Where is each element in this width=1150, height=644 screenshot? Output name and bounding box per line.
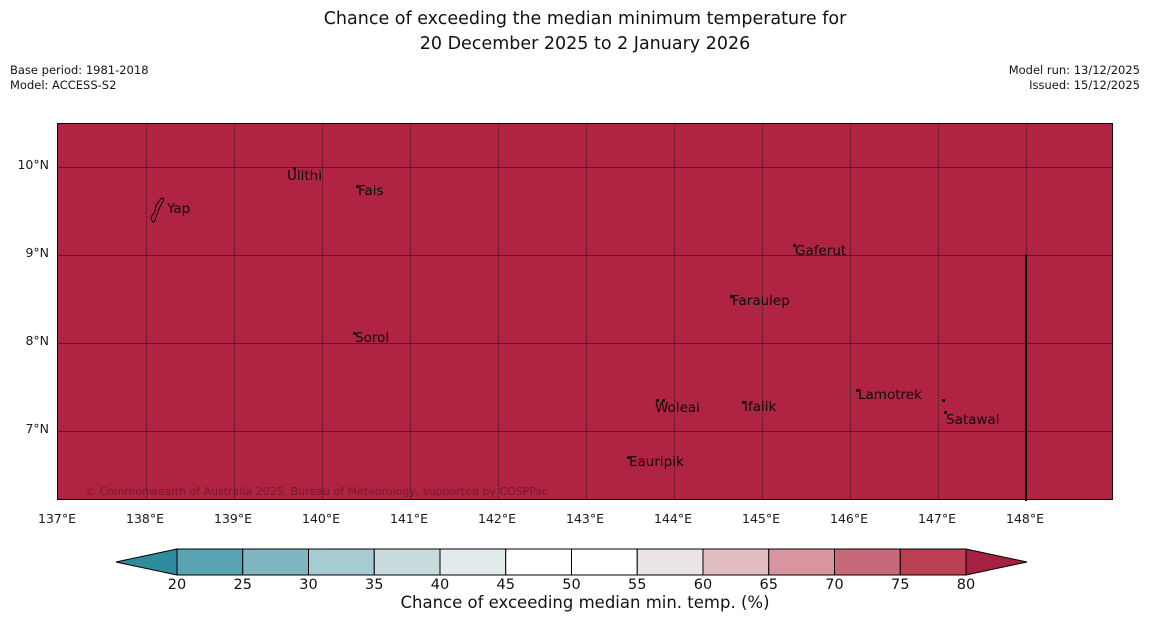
colorbar-tick-label: 60 (693, 577, 713, 593)
island-marker (662, 399, 665, 402)
longitude-gridline (410, 124, 411, 499)
longitude-gridline (322, 124, 323, 499)
title-line1: Chance of exceeding the median minimum t… (323, 9, 847, 29)
colorbar-tick-label: 25 (233, 577, 252, 593)
colorbar-tick-label: 65 (759, 577, 778, 593)
model-metadata-right: Model run: 13/12/2025 Issued: 15/12/2025 (1009, 63, 1140, 93)
place-label: Fais (358, 183, 384, 199)
colorbar-arrow-low (115, 548, 178, 576)
colorbar-title: Chance of exceeding median min. temp. (%… (400, 593, 770, 612)
colorbar-segment (308, 548, 375, 576)
colorbar-segment (899, 548, 967, 576)
colorbar-segment (439, 548, 507, 576)
colorbar-tick-label: 50 (562, 577, 581, 593)
island-marker (856, 389, 859, 392)
longitude-tick-label: 142°E (477, 511, 517, 526)
place-label: Gaferut (795, 243, 847, 259)
longitude-gridline (762, 124, 763, 499)
colorbar-segment (768, 548, 835, 576)
issued-text: Issued: 15/12/2025 (1029, 78, 1140, 92)
colorbar-arrow-high (965, 548, 1028, 576)
colorbar-segment (571, 548, 638, 576)
colorbar-segment (373, 548, 441, 576)
longitude-tick-label: 145°E (741, 511, 781, 526)
place-label: Sorol (355, 330, 390, 346)
place-label: Yap (167, 201, 191, 217)
model-run-text: Model run: 13/12/2025 (1008, 63, 1140, 77)
island-marker (942, 399, 945, 402)
colorbar-tick-label: 20 (167, 577, 187, 593)
colorbar-segment (505, 548, 572, 576)
colorbar-tick-label: 55 (628, 577, 647, 593)
colorbar-tick-label: 35 (365, 577, 384, 593)
place-label: Ifalik (744, 399, 777, 415)
longitude-gridline (586, 124, 587, 499)
island-marker (656, 399, 659, 402)
colorbar-tick-label: 70 (825, 577, 844, 593)
longitude-gridline (498, 124, 499, 499)
island-marker (353, 332, 356, 335)
longitude-tick-label: 141°E (389, 511, 429, 526)
longitude-tick-label: 147°E (917, 511, 957, 526)
latitude-gridline (58, 343, 1112, 344)
longitude-gridline (234, 124, 235, 499)
place-label: Satawal (946, 412, 1000, 428)
longitude-tick-label: 138°E (125, 511, 165, 526)
place-label: Ulithi (287, 168, 322, 184)
longitude-gridline (938, 124, 939, 499)
colorbar-tick-label: 30 (299, 577, 318, 593)
latitude-gridline (58, 255, 1112, 256)
model-text: Model: ACCESS-S2 (10, 78, 117, 92)
latitude-tick-label: 9°N (25, 245, 49, 260)
longitude-gridline (146, 124, 147, 499)
place-label: Lamotrek (858, 387, 922, 403)
island-marker (293, 167, 296, 170)
colorbar-segment (702, 548, 770, 576)
latitude-tick-label: 10°N (17, 157, 49, 172)
latitude-gridline (58, 167, 1112, 168)
longitude-tick-label: 146°E (829, 511, 869, 526)
colorbar-tick-label: 80 (956, 577, 976, 593)
colorbar-tick-label: 45 (496, 577, 515, 593)
colorbar-segment (834, 548, 901, 576)
figure-title: Chance of exceeding the median minimum t… (57, 7, 1113, 57)
place-label: Woleai (655, 400, 700, 416)
base-period-text: Base period: 1981-2018 (10, 63, 149, 77)
longitude-gridline (674, 124, 675, 499)
yap-island-icon (150, 197, 165, 223)
island-marker (944, 411, 947, 414)
latitude-tick-label: 7°N (25, 421, 49, 436)
place-label: Faraulep (732, 293, 790, 309)
title-line2: 20 December 2025 to 2 January 2026 (419, 34, 751, 54)
longitude-tick-label: 144°E (653, 511, 693, 526)
model-metadata-left: Base period: 1981-2018 Model: ACCESS-S2 (10, 63, 149, 93)
colorbar-tick-label: 75 (891, 577, 910, 593)
latitude-gridline (58, 431, 1112, 432)
longitude-tick-label: 148°E (1005, 511, 1045, 526)
island-marker (730, 295, 733, 298)
longitude-tick-label: 139°E (213, 511, 253, 526)
island-marker (793, 244, 796, 247)
colorbar-segment (636, 548, 704, 576)
map-area: © Commonwealth of Australia 2025, Bureau… (57, 123, 1113, 501)
place-label: Eauripik (629, 454, 684, 470)
colorbar-tick-label: 40 (430, 577, 450, 593)
state-boundary-line (1025, 254, 1027, 501)
copyright-notice: © Commonwealth of Australia 2025, Bureau… (85, 485, 549, 498)
colorbar (115, 548, 1028, 576)
longitude-tick-label: 143°E (565, 511, 605, 526)
island-marker (627, 456, 630, 459)
colorbar-segment (176, 548, 244, 576)
longitude-gridline (850, 124, 851, 499)
island-marker (356, 185, 359, 188)
longitude-tick-label: 137°E (37, 511, 77, 526)
longitude-tick-label: 140°E (301, 511, 341, 526)
latitude-tick-label: 8°N (25, 333, 49, 348)
island-marker (742, 401, 745, 404)
colorbar-segment (242, 548, 309, 576)
